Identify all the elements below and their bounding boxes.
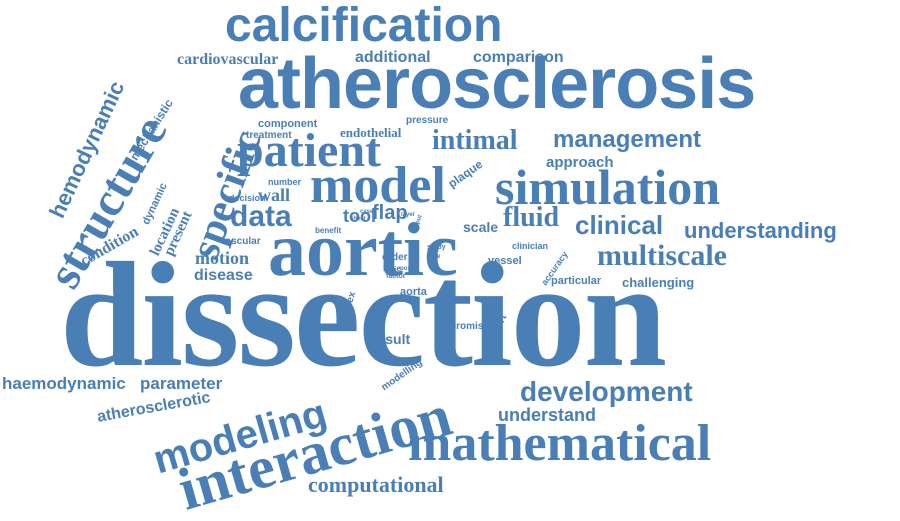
word-cardiovascular: cardiovascular [177, 51, 279, 68]
word-flap: flap [372, 202, 408, 224]
word-layer: layer [401, 212, 416, 218]
word-treatment: treatment [246, 130, 292, 141]
word-calcification: calcification [225, 0, 503, 52]
word-pressure: pressure [406, 115, 449, 126]
word-comparison: comparison [473, 49, 564, 66]
word-additional: additional [355, 49, 431, 66]
word-benefit: benefit [315, 226, 342, 235]
word-case: case [360, 209, 374, 215]
word-component: component [258, 118, 318, 130]
word-number: number [268, 177, 302, 187]
word-patient: patient [237, 124, 381, 177]
word-parameter: parameter [140, 374, 223, 393]
word-clinical: clinical [575, 210, 664, 240]
word-plaque: plaque [445, 156, 486, 191]
word-simulation: simulation [495, 159, 721, 215]
word-understand: understand [498, 405, 597, 425]
word-approach: approach [546, 154, 614, 171]
word-model: model [310, 157, 446, 214]
word-multiscale: multiscale [597, 239, 727, 272]
word-particular: particular [551, 275, 602, 287]
word-wall: wall [258, 185, 291, 205]
word-order: order [382, 252, 408, 263]
word-data: data [230, 200, 292, 233]
word-haemodynamic: haemodynamic [2, 374, 126, 393]
word-vascular: vascular [220, 236, 261, 247]
word-study: study [427, 244, 446, 251]
word-intimal: intimal [432, 125, 518, 156]
word-type: type [428, 254, 441, 260]
word-pose: pose [400, 266, 415, 272]
word-shear: shear [350, 216, 367, 222]
word-decision: decision [229, 193, 266, 203]
word-scale: scale [463, 219, 499, 235]
word-aortic: aortic [268, 208, 458, 292]
word-management: management [553, 126, 702, 153]
word-development: development [520, 376, 693, 407]
word-false: false [383, 263, 401, 273]
word-disease: disease [194, 267, 253, 284]
word-challenging: challenging [622, 275, 695, 290]
word-endothelial: endothelial [340, 125, 402, 140]
word-promise: promise [450, 321, 489, 332]
word-result: result [372, 331, 411, 347]
word-atherosclerosis: atherosclerosis [238, 44, 756, 124]
word-tool: tool [343, 206, 376, 226]
word-fluid: fluid [503, 202, 560, 233]
word-clinician: clinician [512, 241, 549, 251]
word-understanding: understanding [684, 218, 837, 243]
word-vessel: vessel [488, 255, 522, 267]
word-motion: motion [195, 248, 249, 268]
word-factor: factor [386, 273, 406, 280]
word-computational: computational [308, 472, 444, 497]
word-dissection: dissection [60, 232, 667, 398]
word-aorta: aorta [400, 286, 427, 298]
word-mathematical: mathematical [408, 415, 712, 472]
